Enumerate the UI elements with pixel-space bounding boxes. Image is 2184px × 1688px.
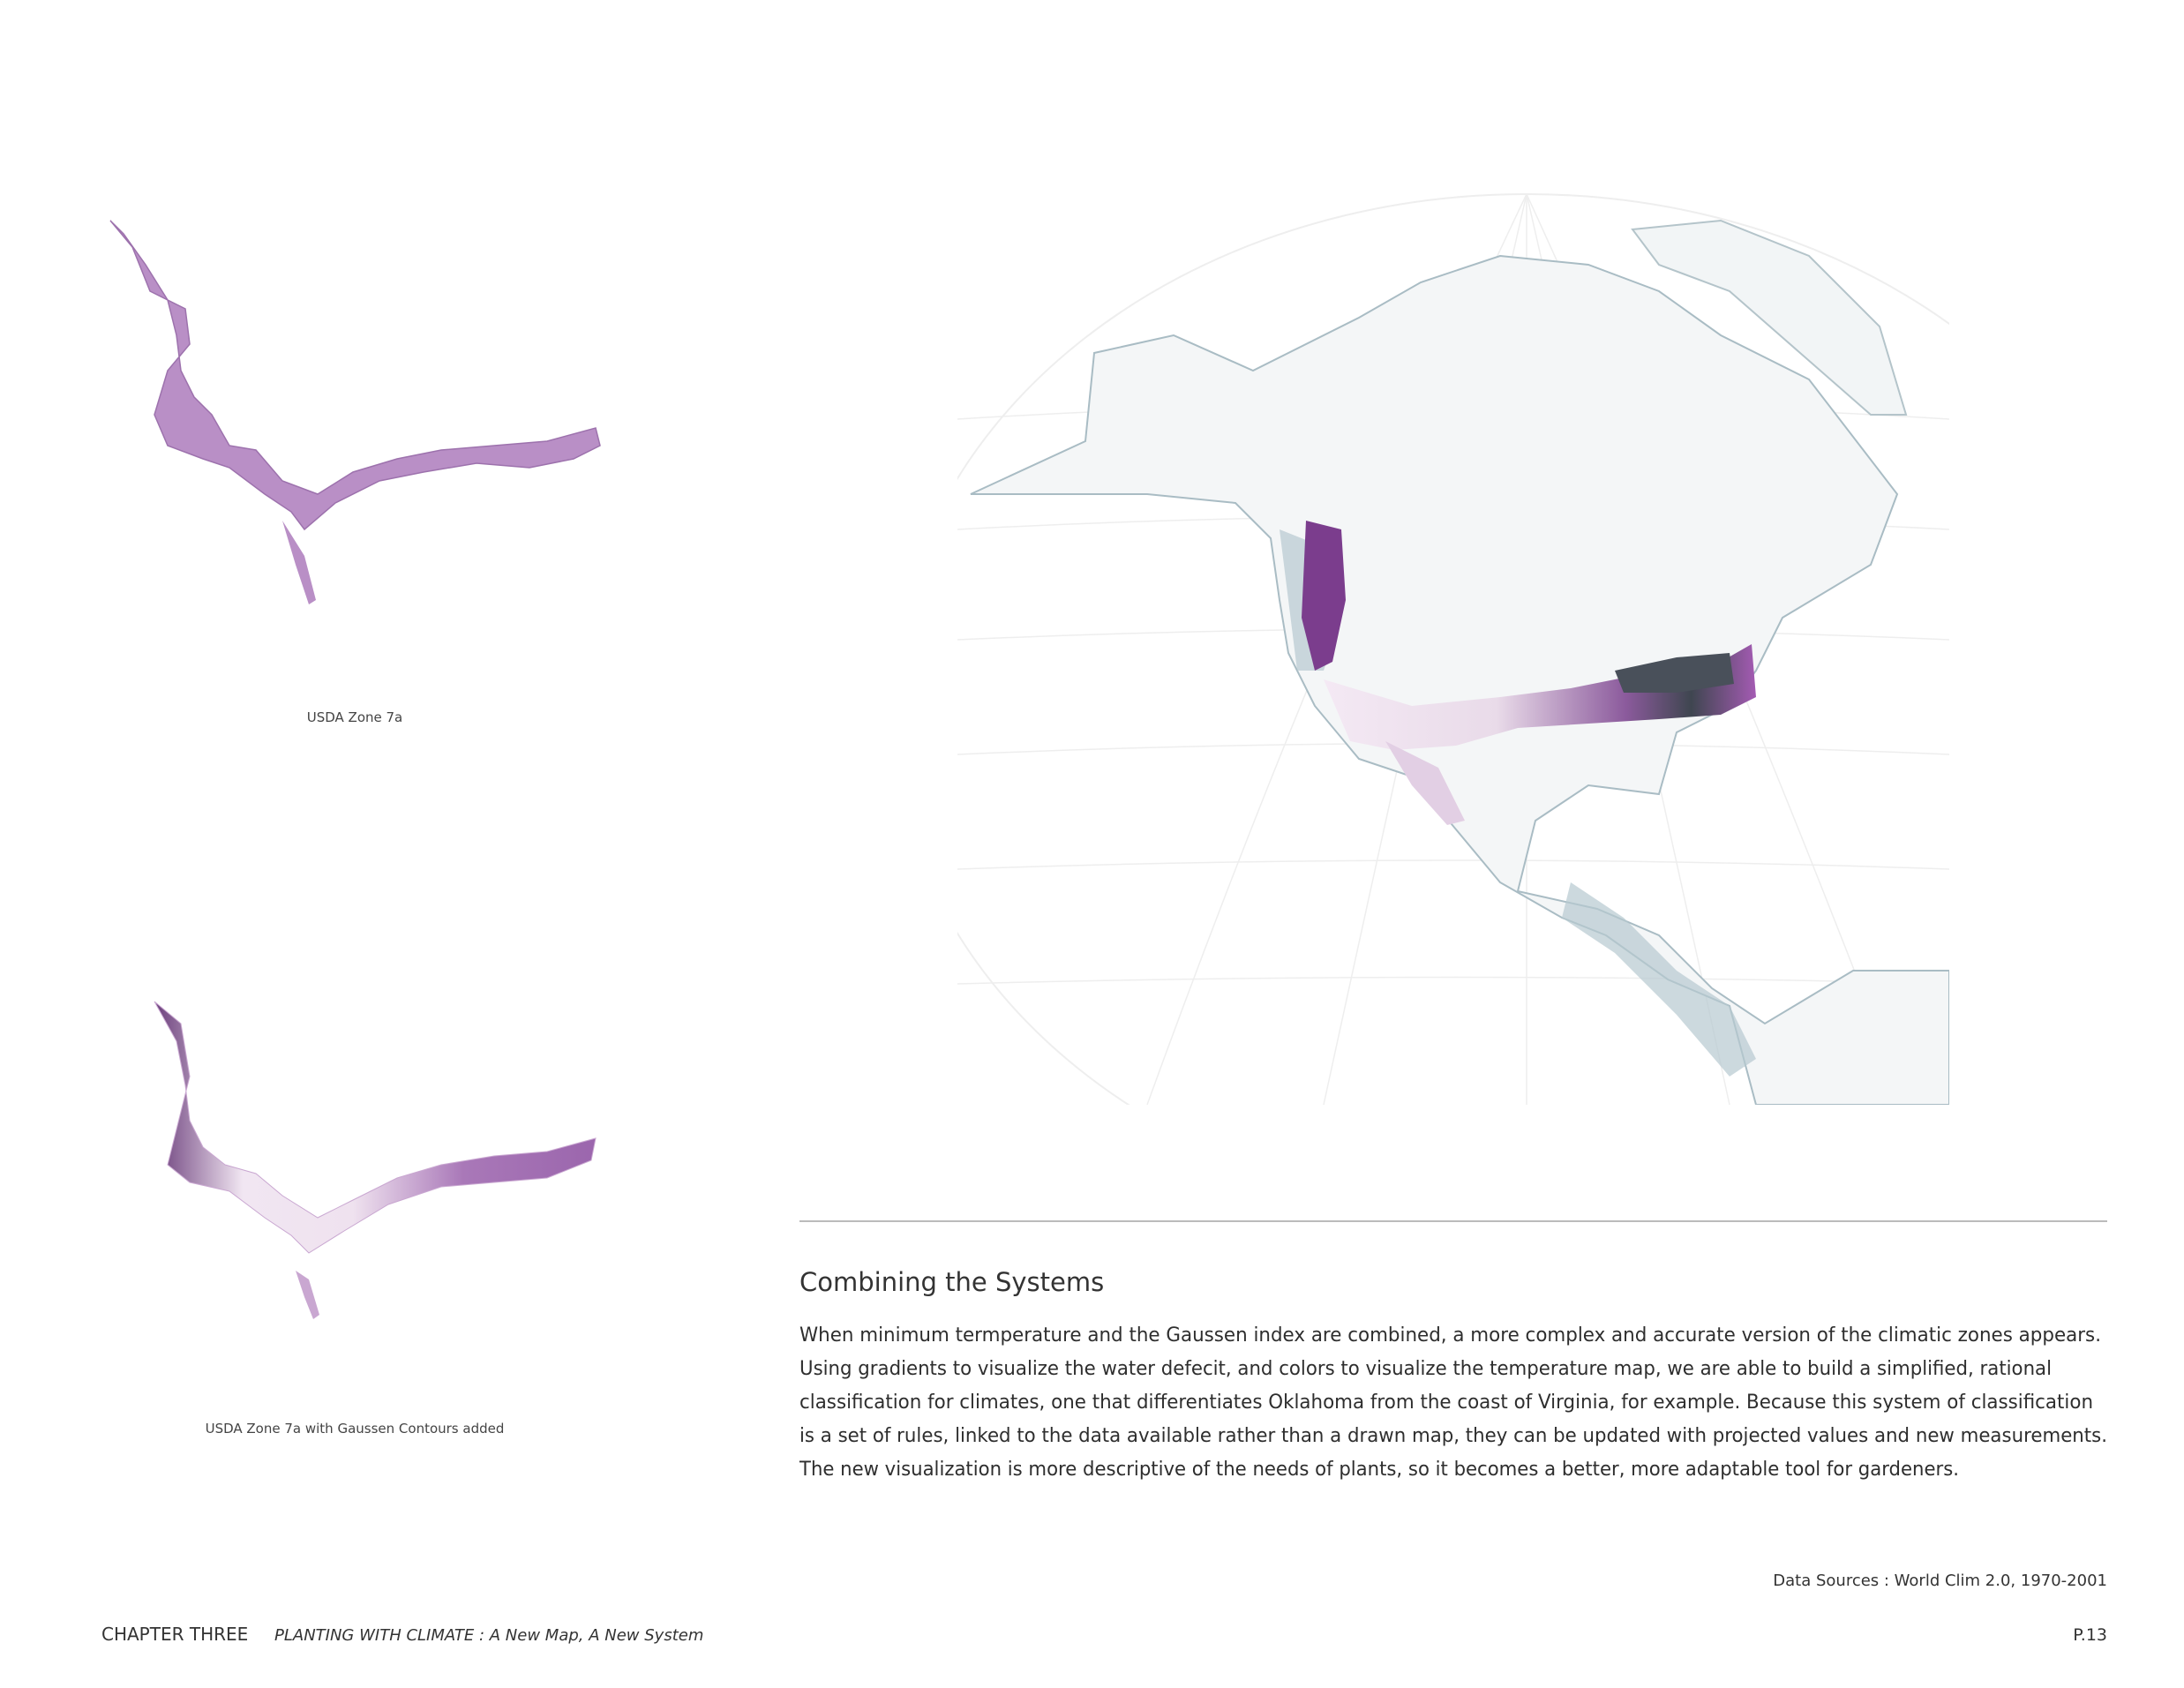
paragraph-line: Using gradients to visualize the water d… bbox=[799, 1358, 2052, 1380]
paragraph-line: The new visualization is more descriptiv… bbox=[799, 1459, 1959, 1481]
paragraph-line: classification for climates, one that di… bbox=[799, 1392, 2093, 1414]
zone-map-bottom bbox=[154, 1001, 597, 1319]
caption: USDA Zone 7a bbox=[307, 709, 403, 725]
footer-chapter: CHAPTER THREE bbox=[101, 1624, 248, 1645]
data-sources: Data Sources : World Clim 2.0, 1970-2001 bbox=[1773, 1572, 2107, 1590]
footer-title: PLANTING WITH CLIMATE : A New Map, A New… bbox=[274, 1626, 703, 1645]
caption: USDA Zone 7a with Gaussen Contours added bbox=[206, 1421, 505, 1437]
paragraph-line: is a set of rules, linked to the data av… bbox=[799, 1425, 2107, 1447]
page-number: P.13 bbox=[2073, 1625, 2107, 1645]
zone-map-top bbox=[109, 220, 601, 604]
paragraph-line: When minimum termperature and the Gausse… bbox=[799, 1324, 2101, 1347]
north-america-map bbox=[957, 193, 1949, 1105]
section-heading: Combining the Systems bbox=[799, 1267, 1104, 1297]
